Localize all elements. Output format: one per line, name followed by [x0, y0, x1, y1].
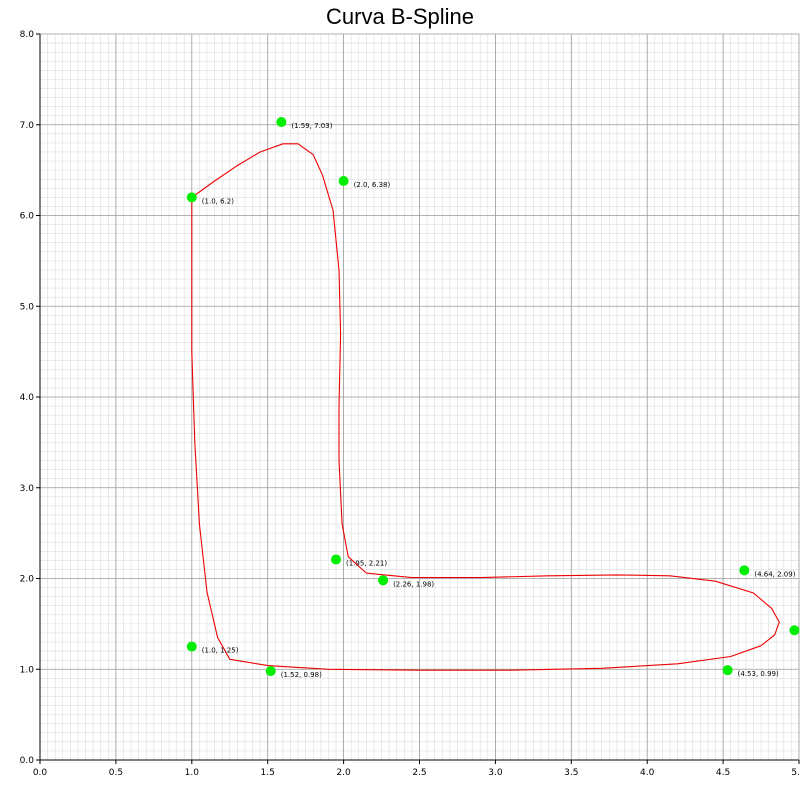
y-tick-label: 2.0	[20, 575, 35, 585]
y-tick-label: 8.0	[20, 30, 35, 40]
x-tick-label: 1.5	[261, 768, 275, 778]
control-point-label: (1.0, 6.2)	[202, 197, 234, 205]
axes	[36, 33, 800, 764]
control-point-label: (1.52, 0.98)	[281, 671, 322, 679]
control-point	[276, 117, 287, 128]
y-tick-label: 7.0	[20, 121, 35, 131]
x-tick-labels: 0.0 0.5 1.0 1.5 2.0 2.5 3.0 3.5 4.0 4.5 5.	[33, 768, 800, 778]
x-tick-label: 2.5	[412, 768, 426, 778]
control-point	[378, 575, 389, 586]
control-point	[789, 625, 800, 636]
control-point	[331, 554, 342, 565]
control-point	[722, 665, 733, 676]
y-tick-labels: 0.0 1.0 2.0 3.0 4.0 5.0 6.0 7.0 8.0	[20, 30, 35, 766]
control-point-label: (4.53, 0.99)	[738, 670, 779, 678]
major-grid	[39, 33, 800, 761]
x-tick-label: 3.5	[564, 768, 578, 778]
x-tick-label: 1.0	[185, 768, 200, 778]
x-tick-label: 2.0	[336, 768, 351, 778]
control-point	[265, 666, 276, 677]
y-tick-label: 4.0	[20, 393, 35, 403]
control-point	[186, 192, 197, 203]
x-tick-label: 4.5	[716, 768, 730, 778]
control-point-label: (2.26, 1.98)	[393, 580, 434, 588]
control-point-label: (2.0, 6.38)	[354, 181, 391, 189]
chart-title: Curva B-Spline	[326, 4, 474, 29]
control-points-layer	[186, 117, 800, 677]
x-tick-label: 3.0	[488, 768, 503, 778]
bspline-curve	[191, 143, 780, 671]
control-point-label: (1.95, 2.21)	[346, 559, 387, 567]
x-tick-label: 5.	[791, 768, 800, 778]
y-tick-label: 5.0	[20, 302, 35, 312]
y-tick-label: 0.0	[20, 756, 35, 766]
x-tick-label: 0.5	[109, 768, 123, 778]
point-labels-layer: (1.0, 6.2) (1.59, 7.03) (2.0, 6.38) (1.95, …	[202, 122, 796, 679]
control-point	[186, 641, 197, 652]
control-point	[338, 176, 349, 187]
control-point-label: (1.59, 7.03)	[291, 122, 332, 130]
control-point	[739, 565, 750, 576]
y-tick-label: 3.0	[20, 484, 35, 494]
x-tick-label: 0.0	[33, 768, 48, 778]
y-tick-label: 6.0	[20, 212, 35, 222]
bspline-curve-layer	[191, 143, 780, 671]
y-tick-label: 1.0	[20, 665, 35, 675]
control-point-label: (1.0, 1.25)	[202, 647, 239, 655]
x-tick-label: 4.0	[640, 768, 655, 778]
control-point-label: (4.64, 2.09)	[754, 570, 795, 578]
